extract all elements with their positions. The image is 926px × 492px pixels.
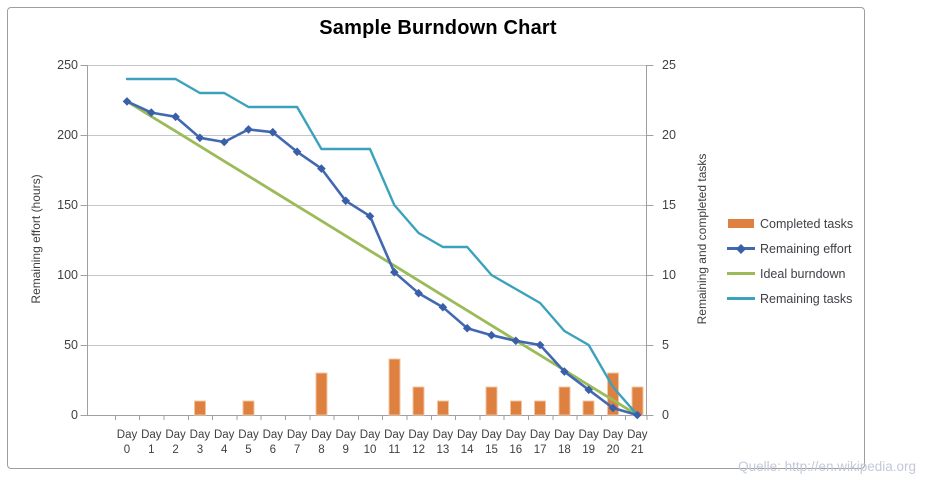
chart-title: Sample Burndown Chart	[319, 17, 557, 39]
diamond-marker	[414, 288, 423, 298]
diamond-marker	[292, 147, 302, 157]
legend-item-remaining-effort: Remaining effort	[727, 236, 853, 261]
legend-label: Remaining tasks	[760, 291, 853, 306]
bar-completed-tasks	[242, 400, 255, 416]
diamond-marker	[317, 164, 326, 173]
x-axis-tick-label: Day 20	[602, 429, 624, 456]
x-axis-tick-label: Day 5	[238, 429, 259, 456]
x-axis-tick-label: Day 8	[311, 429, 332, 456]
left-axis-tick-label: 50	[64, 338, 78, 352]
x-axis-tick-label: Day 10	[359, 429, 381, 456]
right-axis-tick-label: 20	[662, 128, 676, 142]
legend-item-remaining-tasks: Remaining tasks	[727, 286, 853, 311]
x-axis-tick-label: Day 13	[432, 429, 454, 456]
x-axis-tick-label: Day 0	[116, 429, 138, 456]
right-axis-title: Remaining and completed tasks	[695, 153, 709, 325]
x-axis-tick-label: Day 19	[578, 429, 599, 456]
diamond-marker	[633, 410, 642, 420]
chart-frame	[7, 7, 865, 469]
x-axis-tick-label: Day 21	[627, 429, 648, 456]
line-swatch-icon	[727, 272, 755, 275]
legend-label: Completed tasks	[760, 216, 854, 231]
left-axis-tick-label: 150	[57, 198, 78, 212]
bar-completed-tasks	[436, 400, 449, 416]
left-axis-tick-label: 0	[71, 408, 78, 422]
diamond-marker	[365, 211, 375, 221]
diamond-marker	[244, 125, 253, 134]
bar-completed-tasks	[315, 372, 328, 416]
diamond-marker	[438, 302, 448, 312]
right-axis-tick-label: 15	[662, 198, 676, 212]
line-swatch-icon	[727, 297, 755, 300]
x-axis-tick-label: Day 16	[505, 429, 527, 456]
x-axis-tick-label: Day 15	[481, 429, 502, 456]
diamond-marker	[535, 340, 545, 350]
line-ideal-burndown	[125, 100, 639, 417]
right-axis-tick-label: 10	[662, 268, 676, 282]
bar-completed-tasks	[534, 400, 547, 416]
x-axis-tick-label: Day 12	[408, 429, 429, 456]
line-remaining-tasks	[125, 77, 639, 417]
left-axis-tick-label: 200	[57, 128, 78, 142]
watermark: Quelle: http://en.wikipedia.org	[738, 459, 916, 474]
legend-label: Ideal burndown	[760, 266, 846, 281]
diamond-marker	[171, 112, 180, 122]
diamond-marker	[462, 323, 472, 333]
legend: Completed tasks Remaining effort Ideal b…	[727, 211, 853, 311]
bar-completed-tasks	[193, 400, 206, 416]
ideal-burndown-swatch	[727, 261, 755, 286]
right-axis-tick-label: 25	[662, 58, 676, 72]
x-axis-tick-label: Day 17	[529, 429, 551, 456]
bar-completed-tasks	[582, 400, 595, 416]
diamond-marker-icon	[736, 243, 746, 254]
x-axis-tick-label: Day 3	[189, 429, 211, 456]
diamond-marker	[219, 137, 229, 147]
diamond-marker	[268, 127, 278, 137]
remaining-tasks-swatch	[727, 286, 755, 311]
diamond-marker	[341, 196, 350, 206]
x-axis-tick-label: Day 14	[456, 429, 478, 456]
bar-swatch-icon	[728, 219, 754, 228]
bar-completed-tasks	[388, 358, 401, 416]
bar-completed-tasks	[412, 386, 425, 416]
left-axis-title: Remaining effort (hours)	[29, 174, 43, 304]
right-axis-tick-label: 5	[662, 338, 669, 352]
diamond-marker	[511, 336, 521, 346]
diamond-marker	[608, 403, 618, 413]
x-axis-tick-label: Day 9	[335, 429, 356, 456]
x-axis-tick-label: Day 7	[286, 429, 308, 456]
diamond-marker	[147, 108, 156, 117]
x-axis-tick-label: Day 6	[262, 429, 284, 456]
diamond-marker	[560, 367, 569, 376]
bar-completed-tasks	[485, 386, 498, 416]
left-axis-tick-label: 100	[57, 268, 78, 282]
diamond-marker	[390, 267, 399, 277]
bar-completed-tasks	[558, 386, 571, 416]
completed-tasks-swatch	[727, 211, 755, 236]
bar-completed-tasks	[509, 400, 522, 416]
x-axis-tick-label: Day 11	[384, 429, 405, 456]
diamond-marker	[195, 133, 205, 143]
x-axis-tick-label: Day 18	[554, 429, 575, 456]
diamond-marker	[487, 330, 496, 340]
x-axis-tick-label: Day 1	[141, 429, 162, 456]
legend-item-ideal-burndown: Ideal burndown	[727, 261, 853, 286]
left-axis-tick-label: 250	[57, 58, 78, 72]
legend-item-completed-tasks: Completed tasks	[727, 211, 853, 236]
line-remaining-effort	[125, 100, 639, 417]
diamond-marker	[122, 97, 132, 106]
x-axis-tick-label: Day 4	[213, 429, 235, 456]
legend-label: Remaining effort	[760, 241, 852, 256]
diamond-marker	[584, 385, 593, 395]
remaining-effort-swatch	[727, 236, 755, 261]
x-axis-tick-label: Day 2	[165, 429, 186, 456]
right-axis-tick-label: 0	[662, 408, 669, 422]
